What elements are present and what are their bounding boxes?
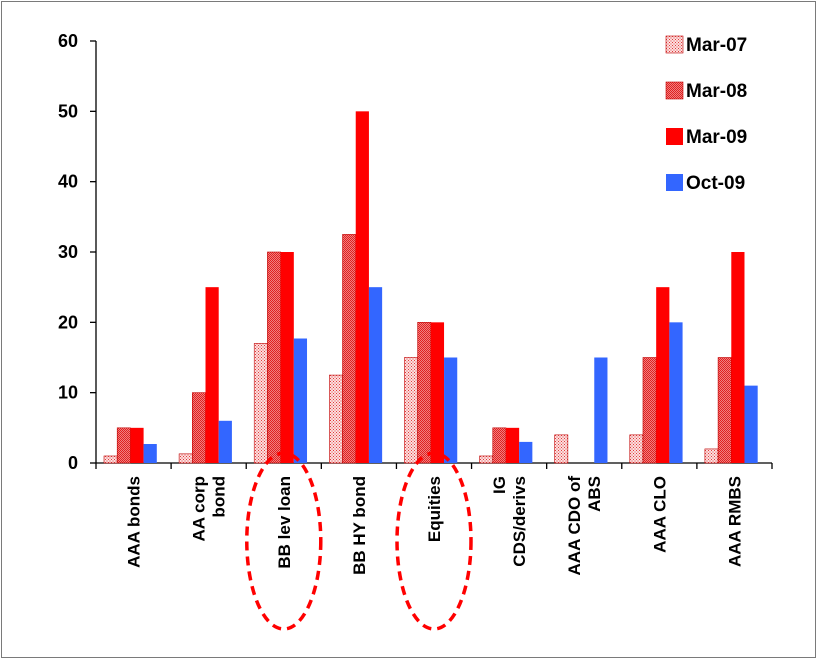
bar-mar-08: [417, 322, 432, 464]
category-label: AAA RMBS: [725, 476, 744, 567]
highlight-ellipse: [245, 451, 323, 631]
category-label: AAA CLO: [650, 476, 669, 553]
category-label: bond: [210, 476, 229, 518]
bar-mar-09: [656, 287, 670, 463]
category-label: CDS/derivs: [510, 476, 529, 567]
y-tick-label: 60: [58, 31, 78, 51]
legend-swatch: [666, 128, 683, 145]
bar-mar-09: [355, 111, 369, 463]
bar-mar-08: [267, 251, 281, 464]
highlight-ellipses: [245, 451, 473, 631]
y-tick-label: 30: [58, 242, 78, 262]
bar-mar-07: [103, 455, 118, 464]
bar-oct-09: [744, 385, 758, 463]
bar-oct-09: [293, 338, 308, 463]
legend-label: Mar-07: [686, 35, 747, 56]
category-label: AAA bonds: [125, 476, 144, 568]
bar-oct-09: [368, 287, 383, 463]
legend-swatch: [665, 35, 684, 54]
category-label: BB HY bond: [350, 476, 369, 575]
y-tick-label: 40: [58, 172, 78, 192]
y-tick-label: 20: [58, 312, 78, 332]
legend-swatch: [665, 81, 684, 100]
bar-mar-09: [280, 252, 294, 463]
bar-mar-07: [554, 434, 569, 464]
bar-mar-07: [479, 455, 494, 464]
bar-mar-08: [642, 357, 657, 464]
legend-label: Mar-09: [686, 127, 747, 148]
bar-mar-07: [629, 434, 644, 464]
legend-swatch: [666, 174, 683, 191]
legend-label: Oct-09: [686, 173, 745, 194]
bar-mar-08: [342, 234, 357, 464]
category-label: ABS: [585, 476, 604, 512]
bar-mar-09: [205, 287, 219, 463]
y-tick-label: 50: [58, 101, 78, 121]
bar-mar-08: [492, 427, 507, 464]
bar-mar-07: [178, 453, 193, 464]
bar-mar-07: [329, 374, 343, 464]
category-label: AAA CDO of: [565, 476, 584, 576]
legend: Mar-07 Mar-08 Mar-09 Oct-09: [665, 35, 747, 194]
category-label: IG: [490, 476, 509, 494]
bar-oct-09: [218, 420, 232, 463]
bar-mar-09: [731, 252, 745, 463]
bar-oct-09: [519, 441, 533, 463]
legend-label: Mar-08: [686, 81, 747, 102]
highlight-ellipse: [395, 451, 473, 631]
bar-mar-09: [130, 427, 144, 463]
y-tick-label: 0: [68, 453, 78, 473]
bar-mar-07: [704, 448, 719, 464]
bar-mar-08: [717, 357, 732, 464]
category-label: Equities: [425, 476, 444, 542]
bar-mar-08: [192, 392, 206, 464]
bars-group: [103, 111, 758, 464]
bar-oct-09: [444, 357, 458, 463]
bar-mar-09: [505, 427, 520, 463]
bar-oct-09: [143, 444, 157, 463]
bar-oct-09: [669, 322, 683, 463]
y-tick-label: 10: [58, 383, 78, 403]
category-label: BB lev loan: [275, 476, 294, 569]
bar-oct-09: [594, 357, 608, 463]
category-label: AA corp: [190, 476, 209, 542]
bar-mar-08: [116, 427, 131, 464]
bar-mar-07: [253, 343, 268, 464]
category-labels-group: AAA bonds AA corp bond BB lev loan BB HY bon…: [125, 476, 745, 576]
bar-mar-09: [430, 322, 445, 463]
bar-mar-07: [404, 357, 418, 464]
